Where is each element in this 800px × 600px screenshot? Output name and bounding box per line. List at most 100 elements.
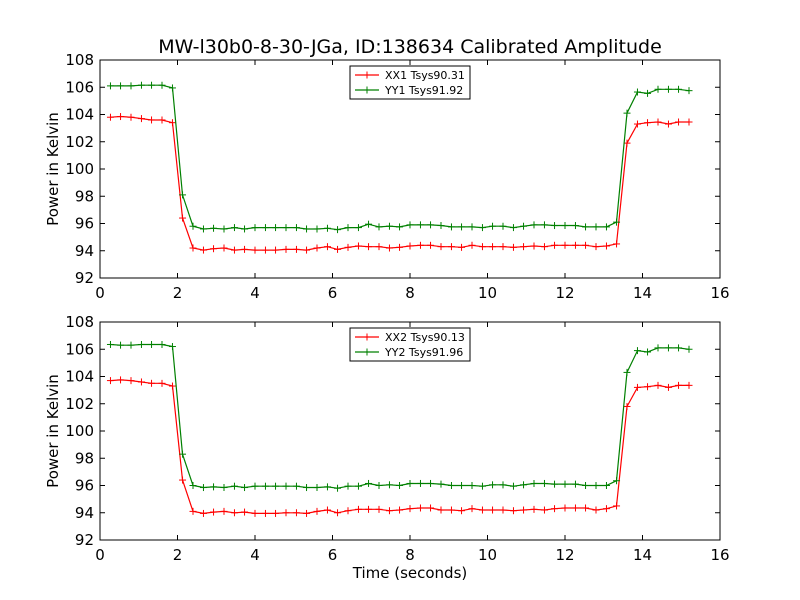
data-point	[334, 226, 342, 234]
data-point	[365, 479, 373, 487]
data-point	[520, 222, 528, 230]
data-point	[623, 368, 631, 376]
data-point	[633, 347, 641, 355]
data-point	[241, 225, 249, 233]
data-point	[168, 84, 176, 92]
data-point	[179, 191, 187, 199]
data-point	[272, 482, 280, 490]
data-point	[675, 85, 683, 93]
data-point	[354, 505, 362, 513]
data-point	[458, 223, 466, 231]
legend-box	[349, 65, 471, 100]
data-point	[427, 504, 435, 512]
x-tick-label: 14	[633, 546, 652, 564]
data-point	[220, 244, 228, 252]
data-point	[416, 479, 424, 487]
data-point	[447, 243, 455, 251]
x-tick-label: 2	[173, 284, 183, 302]
y-tick-label: 98	[75, 187, 94, 205]
data-point	[654, 381, 662, 389]
y-tick-label: 100	[65, 160, 94, 178]
y-tick-label: 108	[65, 313, 94, 331]
x-tick-label: 8	[405, 546, 415, 564]
data-point	[664, 344, 672, 352]
data-point	[613, 218, 621, 226]
data-point	[520, 243, 528, 251]
y-tick-label: 104	[65, 106, 94, 124]
data-point	[602, 223, 610, 231]
data-point	[561, 504, 569, 512]
y-axis-label: Power in Kelvin	[44, 374, 62, 488]
y-tick-label: 100	[65, 422, 94, 440]
legend-label: YY1 Tsys91.92	[384, 84, 463, 97]
data-point	[230, 246, 238, 254]
data-point	[313, 225, 321, 233]
data-point	[210, 483, 218, 491]
series-YY2 Tsys91.96	[106, 340, 693, 492]
data-point	[199, 246, 207, 254]
data-point	[385, 244, 393, 252]
data-point	[179, 450, 187, 458]
data-point	[261, 482, 269, 490]
data-point	[148, 340, 156, 348]
data-point	[251, 509, 259, 517]
x-tick-label: 16	[710, 546, 729, 564]
data-point	[189, 244, 197, 252]
data-point	[365, 220, 373, 228]
data-point	[323, 243, 331, 251]
x-tick-label: 0	[95, 284, 105, 302]
data-point	[230, 509, 238, 517]
data-point	[406, 242, 414, 250]
data-point	[582, 504, 590, 512]
data-point	[427, 241, 435, 249]
data-point	[530, 242, 538, 250]
data-point	[623, 402, 631, 410]
data-point	[158, 81, 166, 89]
y-tick-label: 92	[75, 531, 94, 549]
data-point	[127, 113, 135, 121]
data-point	[354, 482, 362, 490]
data-point	[458, 507, 466, 515]
data-point	[303, 225, 311, 233]
data-point	[489, 222, 497, 230]
x-tick-label: 12	[555, 284, 574, 302]
y-tick-label: 104	[65, 368, 94, 386]
data-point	[117, 82, 125, 90]
x-tick-label: 4	[250, 284, 260, 302]
y-tick-label: 92	[75, 269, 94, 287]
data-point	[416, 221, 424, 229]
data-point	[571, 480, 579, 488]
data-point	[664, 120, 672, 128]
data-point	[199, 509, 207, 517]
y-tick-label: 106	[65, 78, 94, 96]
data-point	[489, 506, 497, 514]
data-point	[499, 243, 507, 251]
data-point	[117, 341, 125, 349]
data-point	[272, 509, 280, 517]
data-point	[447, 482, 455, 489]
data-point	[654, 118, 662, 126]
data-point	[323, 483, 331, 491]
legend-item: YY1 Tsys91.92	[355, 84, 463, 97]
x-tick-label: 12	[555, 546, 574, 564]
data-point	[261, 224, 269, 232]
data-point	[158, 340, 166, 348]
data-point	[292, 482, 300, 490]
data-point	[282, 224, 290, 232]
data-point	[592, 223, 600, 231]
data-point	[375, 243, 383, 251]
data-point	[220, 484, 228, 492]
data-point	[148, 116, 156, 124]
data-point	[313, 507, 321, 515]
data-point	[582, 482, 590, 489]
data-point	[117, 376, 125, 384]
data-point	[530, 479, 538, 487]
series-YY1 Tsys91.92	[106, 81, 693, 234]
data-point	[344, 224, 352, 232]
data-point	[478, 243, 486, 251]
data-point	[540, 221, 548, 229]
data-point	[385, 222, 393, 230]
data-point	[416, 504, 424, 512]
data-point	[633, 383, 641, 391]
